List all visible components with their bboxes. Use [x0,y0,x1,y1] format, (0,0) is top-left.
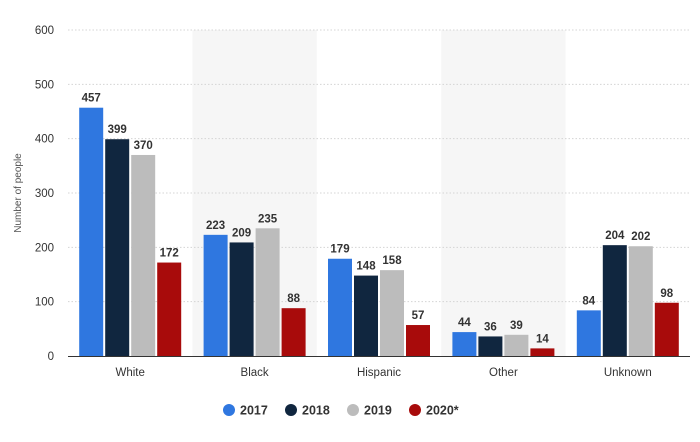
legend-marker [409,404,421,416]
data-label: 204 [605,230,625,242]
data-label: 202 [631,231,650,243]
bar [255,228,280,356]
gridlines [68,29,690,303]
bar [628,246,653,356]
x-tick-label: White [115,367,144,379]
x-axis-labels: White Black Hispanic Other Unknown [115,367,651,379]
bars [79,107,679,357]
legend-marker [223,404,235,416]
data-label: 148 [356,261,376,273]
bar [478,336,503,356]
bar [654,302,679,356]
bar [504,334,529,356]
legend-marker [347,404,359,416]
bar [229,242,254,356]
x-tick-label: Black [241,367,269,379]
y-tick-label: 200 [35,242,54,254]
bar [157,262,182,356]
y-tick-label: 300 [35,188,54,200]
y-axis-title: Number of people [13,153,24,233]
x-tick-label: Hispanic [357,367,401,379]
bar [281,308,306,356]
data-label: 44 [458,317,471,329]
data-label: 235 [258,213,278,225]
bar [203,234,228,356]
bar [105,139,130,356]
data-label: 14 [536,333,549,345]
y-axis-ticks: 0 100 200 300 400 500 600 [35,25,54,363]
x-tick-label: Unknown [604,367,652,379]
data-label: 84 [582,295,595,307]
data-label: 223 [206,220,225,232]
x-tick-label: Other [489,367,518,379]
y-tick-label: 100 [35,297,54,309]
data-label: 88 [287,293,300,305]
bar [131,154,156,356]
y-tick-label: 0 [48,351,54,363]
data-label: 209 [232,227,251,239]
legend-marker [285,404,297,416]
bar [354,275,378,356]
data-label: 399 [108,124,127,136]
legend-label: 2017 [240,404,268,418]
legend-label: 2018 [302,404,330,418]
bar [328,258,352,356]
bar [530,348,555,356]
bar [406,325,430,356]
data-label: 39 [510,320,523,332]
y-tick-label: 400 [35,134,54,146]
y-tick-label: 500 [35,79,54,91]
y-tick-label: 600 [35,25,54,37]
bar [79,107,104,357]
data-label: 36 [484,321,497,333]
bar [602,245,627,356]
legend: 2017 2018 2019 2020* [223,404,459,418]
legend-label: 2019 [364,404,392,418]
data-label: 179 [330,244,349,256]
data-label: 98 [660,288,673,300]
bar [576,310,601,356]
data-label: 172 [160,248,179,260]
data-label: 457 [82,93,101,105]
bar [380,270,404,356]
value-labels: 457 399 370 172 223 209 235 88 179 148 158 57 44 36 39… [82,93,674,346]
data-label: 158 [382,255,402,267]
data-label: 57 [412,310,425,322]
legend-label: 2020* [426,404,459,418]
bar [452,332,477,356]
data-label: 370 [134,140,153,152]
